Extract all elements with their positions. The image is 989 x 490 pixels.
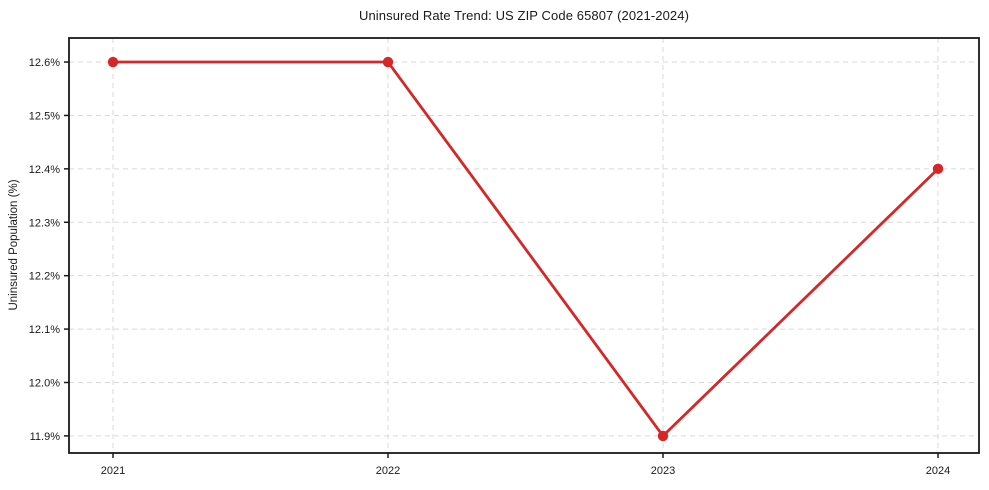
y-tick-label: 12.0% <box>29 377 60 389</box>
y-tick-label: 12.4% <box>29 164 60 176</box>
x-tick-label: 2021 <box>101 465 125 477</box>
y-tick-label: 12.6% <box>29 57 60 69</box>
data-point <box>657 430 669 442</box>
y-axis-label: Uninsured Population (%) <box>8 179 20 311</box>
x-tick-label: 2022 <box>376 465 400 477</box>
trend-line <box>111 60 940 438</box>
y-tick-label: 11.9% <box>30 431 61 443</box>
chart-title: Uninsured Rate Trend: US ZIP Code 65807 … <box>358 8 690 23</box>
y-tick-label: 12.1% <box>29 324 60 336</box>
y-tick-label: 12.3% <box>29 217 60 229</box>
data-point <box>107 56 119 68</box>
y-tick-label: 12.5% <box>29 110 60 122</box>
data-point <box>932 163 944 175</box>
x-tick-label: 2024 <box>926 465 950 477</box>
x-tick-label: 2023 <box>651 465 675 477</box>
y-tick-label: 12.2% <box>29 271 60 283</box>
plot-spines <box>68 37 980 454</box>
data-point <box>382 56 394 68</box>
